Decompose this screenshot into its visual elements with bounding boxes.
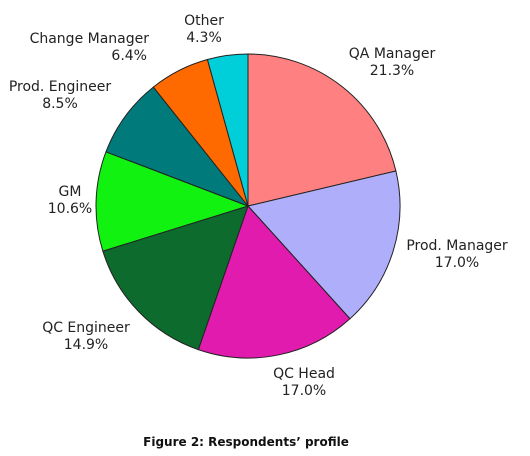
pie-slice-prod-manager [247, 170, 401, 320]
slice-value-other: 4.3% [186, 30, 222, 46]
slice-value-change-manager: 6.4% [111, 48, 147, 64]
pie-slice-gm [95, 151, 250, 252]
slice-label-qc-head: QC Head [273, 366, 335, 382]
pie-slice-qc-head [197, 205, 351, 359]
slice-value-qc-engineer: 14.9% [64, 337, 108, 353]
slice-label-prod-manager: Prod. Manager [406, 238, 508, 254]
slice-value-gm: 10.6% [48, 201, 92, 217]
pie-slice-other [206, 53, 249, 207]
slice-value-qa-manager: 21.3% [370, 63, 414, 79]
slice-label-gm: GM [59, 184, 82, 200]
slice-label-qc-engineer: QC Engineer [42, 320, 130, 336]
figure-caption: Figure 2: Respondents’ profile [143, 435, 349, 449]
slice-label-qa-manager: QA Manager [349, 46, 436, 62]
pie-slice-qa-manager [247, 53, 397, 207]
slice-label-change-manager: Change Manager [30, 31, 150, 47]
slice-value-prod-engineer: 8.5% [42, 96, 78, 112]
pie-slices [95, 53, 401, 359]
slice-value-prod-manager: 17.0% [435, 255, 479, 271]
slice-label-other: Other [184, 13, 224, 29]
slice-label-prod-engineer: Prod. Engineer [9, 79, 112, 95]
pie-slice-qc-engineer [102, 205, 249, 351]
slice-value-qc-head: 17.0% [282, 383, 326, 399]
